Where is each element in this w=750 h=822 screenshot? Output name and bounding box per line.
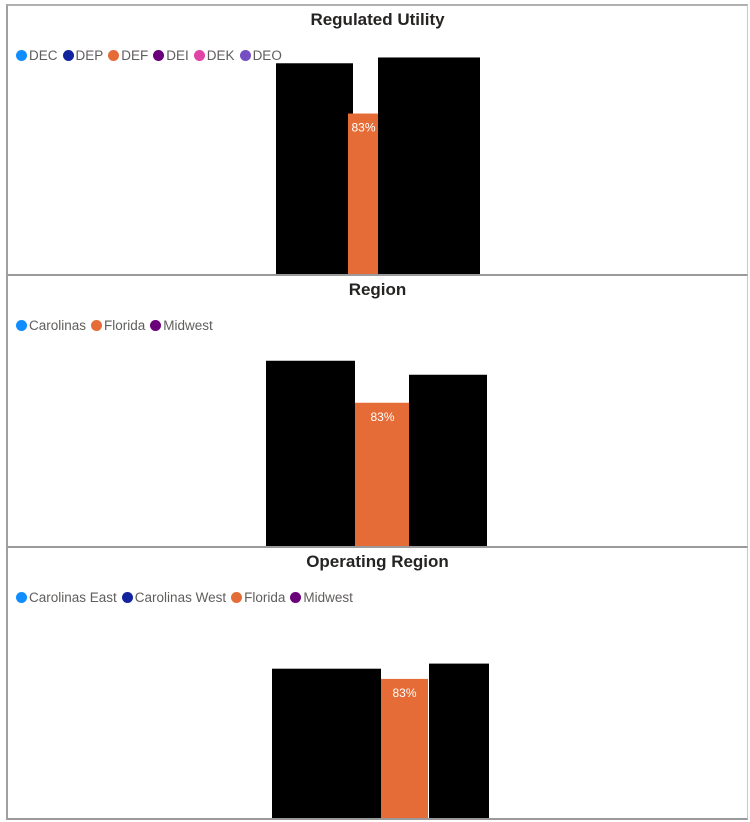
- bar-series-2[interactable]: [409, 374, 487, 546]
- bar-florida[interactable]: [355, 402, 410, 546]
- bar-series-0[interactable]: [266, 360, 355, 546]
- legend-label: DEP: [75, 48, 104, 63]
- legend-dot-icon: [153, 50, 165, 61]
- legend-label: DEF: [121, 48, 149, 63]
- data-label: 83%: [351, 121, 375, 135]
- bar-series-2[interactable]: [378, 57, 480, 274]
- chart-legend: Carolinas Florida Midwest: [16, 318, 218, 333]
- bar-plot: 83%: [266, 360, 487, 546]
- legend-item[interactable]: DEK: [193, 48, 235, 63]
- legend-dot-icon: [16, 50, 27, 61]
- bar-series-0[interactable]: [272, 668, 381, 818]
- legend-item[interactable]: Florida: [91, 318, 145, 333]
- legend-label: Florida: [104, 318, 146, 333]
- legend-item[interactable]: Carolinas West: [121, 590, 227, 605]
- chart-title: Regulated Utility: [310, 10, 445, 29]
- legend-item[interactable]: DEI: [153, 48, 189, 63]
- legend-dot-icon: [121, 592, 133, 603]
- bar-plot: 83%: [272, 663, 489, 818]
- legend-label: Midwest: [163, 318, 213, 333]
- chart-title: Region: [348, 280, 407, 299]
- legend-label: DEI: [166, 48, 189, 63]
- legend-item[interactable]: DEC: [16, 48, 58, 63]
- legend-dot-icon: [62, 50, 74, 61]
- legend-dot-icon: [16, 320, 27, 331]
- legend-dot-icon: [290, 592, 302, 603]
- chart-panel-regulated-utility: Regulated Utility DEC DEP DEF DEI DEK DE…: [6, 4, 748, 276]
- legend-label: Carolinas East: [29, 590, 117, 605]
- bar-plot: 83%: [276, 57, 480, 275]
- legend-label: Carolinas West: [134, 590, 227, 605]
- legend-dot-icon: [231, 592, 243, 603]
- chart-title: Operating Region: [306, 552, 449, 571]
- bar-series-0[interactable]: [276, 63, 353, 275]
- bar-series-2[interactable]: [429, 663, 489, 818]
- data-label: 83%: [392, 686, 416, 700]
- legend-dot-icon: [239, 50, 251, 61]
- legend-item[interactable]: Carolinas East: [16, 590, 117, 605]
- legend-dot-icon: [16, 592, 27, 603]
- legend-item[interactable]: Florida: [231, 590, 285, 605]
- bar-def[interactable]: [348, 113, 379, 275]
- chart-legend: Carolinas East Carolinas West Florida Mi…: [16, 590, 358, 605]
- data-label: 83%: [370, 410, 394, 424]
- legend-label: Midwest: [303, 590, 353, 605]
- legend-label: DEK: [206, 48, 235, 63]
- legend-dot-icon: [91, 320, 103, 331]
- bar-florida[interactable]: [381, 678, 428, 818]
- legend-item[interactable]: Midwest: [290, 590, 353, 605]
- legend-item[interactable]: DEF: [108, 48, 148, 63]
- chart-panel-operating-region: Operating Region Carolinas East Carolina…: [6, 548, 748, 820]
- legend-item[interactable]: DEP: [62, 48, 104, 63]
- legend-label: DEC: [29, 48, 58, 63]
- legend-dot-icon: [108, 50, 120, 61]
- chart-legend: DEC DEP DEF DEI DEK DEO: [16, 48, 287, 63]
- legend-label: Carolinas: [29, 318, 87, 333]
- legend-dot-icon: [150, 320, 162, 331]
- legend-item[interactable]: Midwest: [150, 318, 213, 333]
- legend-label: DEO: [252, 48, 282, 63]
- legend-item[interactable]: Carolinas: [16, 318, 86, 333]
- legend-item[interactable]: DEO: [239, 48, 282, 63]
- legend-label: Florida: [244, 590, 286, 605]
- chart-panel-region: Region Carolinas Florida Midwest 83%: [6, 276, 748, 548]
- legend-dot-icon: [193, 50, 205, 61]
